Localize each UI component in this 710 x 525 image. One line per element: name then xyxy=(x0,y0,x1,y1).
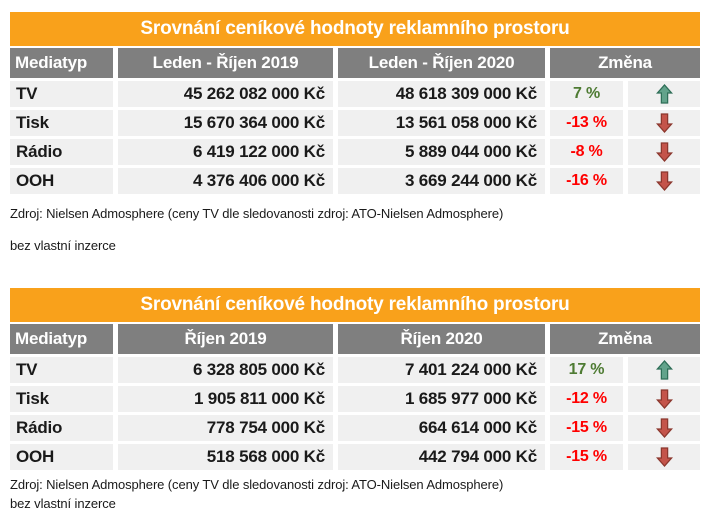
media-name-cell: TV xyxy=(10,357,113,383)
value-period1-cell: 1 905 811 000 Kč xyxy=(118,386,333,412)
value-period1-cell: 45 262 082 000 Kč xyxy=(118,81,333,107)
arrow-down-icon xyxy=(655,142,673,162)
value-period2-cell: 3 669 244 000 Kč xyxy=(338,168,545,194)
value-period2-cell: 48 618 309 000 Kč xyxy=(338,81,545,107)
value-period1-cell: 778 754 000 Kč xyxy=(118,415,333,441)
trend-arrow-cell xyxy=(628,444,700,470)
trend-arrow-cell xyxy=(628,168,700,194)
header-cell-period2: Říjen 2020 xyxy=(338,324,545,354)
change-pct-cell: -13 % xyxy=(550,110,623,136)
footnote-source: Zdroj: Nielsen Admosphere (ceny TV dle s… xyxy=(10,206,504,221)
comparison-table-month: Srovnání ceníkové hodnoty reklamního pro… xyxy=(10,288,700,511)
arrow-down-icon xyxy=(655,113,673,133)
change-pct-cell: 7 % xyxy=(550,81,623,107)
value-period2-cell: 664 614 000 Kč xyxy=(338,415,545,441)
trend-arrow-cell xyxy=(628,139,700,165)
arrow-down-icon xyxy=(655,389,673,409)
trend-arrow-cell xyxy=(628,110,700,136)
table-title: Srovnání ceníkové hodnoty reklamního pro… xyxy=(10,12,700,46)
value-period1-cell: 15 670 364 000 Kč xyxy=(118,110,333,136)
change-pct-cell: -12 % xyxy=(550,386,623,412)
header-cell-period1: Leden - Říjen 2019 xyxy=(118,48,333,78)
table-title: Srovnání ceníkové hodnoty reklamního pro… xyxy=(10,288,700,322)
media-name-cell: OOH xyxy=(10,168,113,194)
value-period1-cell: 4 376 406 000 Kč xyxy=(118,168,333,194)
value-period1-cell: 6 419 122 000 Kč xyxy=(118,139,333,165)
value-period2-cell: 13 561 058 000 Kč xyxy=(338,110,545,136)
change-pct-cell: -15 % xyxy=(550,415,623,441)
arrow-down-icon xyxy=(655,418,673,438)
value-period2-cell: 1 685 977 000 Kč xyxy=(338,386,545,412)
trend-arrow-cell xyxy=(628,357,700,383)
change-pct-cell: -16 % xyxy=(550,168,623,194)
trend-arrow-cell xyxy=(628,415,700,441)
arrow-up-icon xyxy=(655,360,673,380)
footnote-note: bez vlastní inzerce xyxy=(10,496,116,511)
media-name-cell: Rádio xyxy=(10,415,113,441)
media-name-cell: OOH xyxy=(10,444,113,470)
table-grid: Mediatyp Leden - Říjen 2019 Leden - Říje… xyxy=(10,48,700,194)
media-name-cell: Tisk xyxy=(10,110,113,136)
value-period2-cell: 5 889 044 000 Kč xyxy=(338,139,545,165)
header-cell-mediatyp: Mediatyp xyxy=(10,324,113,354)
value-period2-cell: 7 401 224 000 Kč xyxy=(338,357,545,383)
change-pct-cell: 17 % xyxy=(550,357,623,383)
header-cell-period1: Říjen 2019 xyxy=(118,324,333,354)
change-pct-cell: -15 % xyxy=(550,444,623,470)
header-cell-period2: Leden - Říjen 2020 xyxy=(338,48,545,78)
value-period1-cell: 518 568 000 Kč xyxy=(118,444,333,470)
trend-arrow-cell xyxy=(628,81,700,107)
comparison-table-ytd: Srovnání ceníkové hodnoty reklamního pro… xyxy=(10,0,700,253)
value-period2-cell: 442 794 000 Kč xyxy=(338,444,545,470)
header-cell-change: Změna xyxy=(550,48,700,78)
table-grid: Mediatyp Říjen 2019 Říjen 2020 Změna TV … xyxy=(10,324,700,470)
media-name-cell: TV xyxy=(10,81,113,107)
arrow-down-icon xyxy=(655,447,673,467)
footnote-note: bez vlastní inzerce xyxy=(10,238,116,253)
media-name-cell: Tisk xyxy=(10,386,113,412)
media-name-cell: Rádio xyxy=(10,139,113,165)
change-pct-cell: -8 % xyxy=(550,139,623,165)
header-cell-mediatyp: Mediatyp xyxy=(10,48,113,78)
arrow-up-icon xyxy=(655,84,673,104)
footnote-source: Zdroj: Nielsen Admosphere (ceny TV dle s… xyxy=(10,477,504,492)
arrow-down-icon xyxy=(655,171,673,191)
header-cell-change: Změna xyxy=(550,324,700,354)
trend-arrow-cell xyxy=(628,386,700,412)
value-period1-cell: 6 328 805 000 Kč xyxy=(118,357,333,383)
